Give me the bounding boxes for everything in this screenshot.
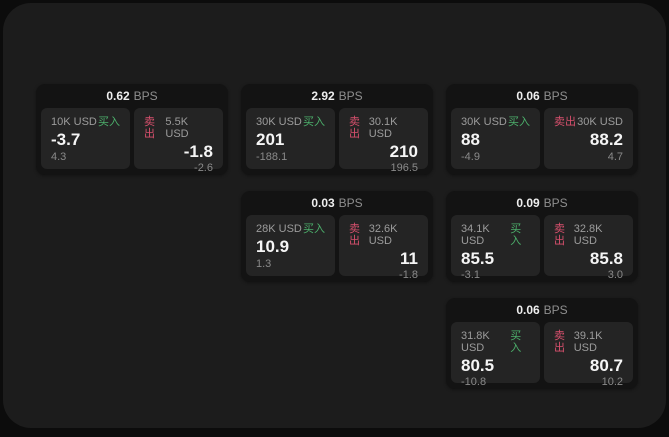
sell-side-label: 卖出 bbox=[554, 330, 565, 354]
buy-side-label: 买入 bbox=[98, 116, 120, 128]
buy-price: 201 bbox=[256, 130, 285, 149]
sell-side-label: 卖出 bbox=[349, 116, 360, 140]
sell-price: 88.2 bbox=[589, 130, 623, 149]
bps-unit-label: BPS bbox=[543, 89, 568, 103]
sell-price: -1.8 bbox=[183, 142, 213, 161]
buy-cell[interactable]: 30K USD 买入 201 -188.1 bbox=[246, 108, 335, 169]
buy-cell[interactable]: 28K USD 买入 10.9 1.3 bbox=[246, 215, 335, 276]
sell-amount: 39.1K USD bbox=[573, 330, 603, 354]
bps-value: 0.06 bbox=[516, 303, 540, 317]
bps-header: 0.62 BPS bbox=[36, 84, 228, 108]
bps-header: 0.03 BPS bbox=[241, 191, 433, 215]
main-surface: 0.62 BPS 10K USD 买入 -3.7 4.3 卖出 5.5K USD… bbox=[3, 3, 666, 428]
buy-cell[interactable]: 10K USD 买入 -3.7 4.3 bbox=[41, 108, 130, 169]
buy-sub-value: -188.1 bbox=[256, 151, 288, 163]
sell-side-label: 卖出 bbox=[554, 116, 576, 128]
sell-sub-value: -2.6 bbox=[194, 162, 213, 174]
buy-side-label: 买入 bbox=[510, 330, 522, 354]
buy-amount: 34.1K USD bbox=[461, 223, 490, 247]
buy-amount: 30K USD bbox=[461, 116, 507, 128]
sell-cell[interactable]: 卖出 32.8K USD 85.8 3.0 bbox=[544, 215, 633, 281]
buy-sub-value: 1.3 bbox=[256, 258, 272, 270]
sell-side-label: 卖出 bbox=[554, 223, 565, 247]
sell-cell[interactable]: 卖出 39.1K USD 80.7 10.2 bbox=[544, 322, 633, 388]
bps-header: 0.06 BPS bbox=[446, 84, 638, 108]
sell-amount: 30K USD bbox=[577, 116, 623, 128]
trade-card: 0.03 BPS 28K USD 买入 10.9 1.3 卖出 32.6K US… bbox=[241, 191, 433, 282]
sell-cell[interactable]: 卖出 30K USD 88.2 4.7 bbox=[544, 108, 633, 169]
bps-unit-label: BPS bbox=[338, 196, 363, 210]
buy-sub-value: 4.3 bbox=[51, 151, 67, 163]
trade-card: 2.92 BPS 30K USD 买入 201 -188.1 卖出 30.1K … bbox=[241, 84, 433, 175]
bps-value: 0.06 bbox=[516, 89, 540, 103]
buy-price: 10.9 bbox=[256, 237, 290, 256]
bps-value: 0.03 bbox=[311, 196, 335, 210]
bps-header: 2.92 BPS bbox=[241, 84, 433, 108]
buy-cell[interactable]: 30K USD 买入 88 -4.9 bbox=[451, 108, 540, 169]
buy-sub-value: -3.1 bbox=[461, 269, 480, 281]
buy-price: 80.5 bbox=[461, 356, 495, 375]
buy-amount: 30K USD bbox=[256, 116, 302, 128]
bps-header: 0.06 BPS bbox=[446, 298, 638, 322]
trade-card: 0.62 BPS 10K USD 买入 -3.7 4.3 卖出 5.5K USD… bbox=[36, 84, 228, 175]
buy-sub-value: -4.9 bbox=[461, 151, 480, 163]
bps-unit-label: BPS bbox=[133, 89, 158, 103]
sell-price: 80.7 bbox=[589, 356, 623, 375]
buy-amount: 28K USD bbox=[256, 223, 302, 235]
buy-side-label: 买入 bbox=[303, 223, 325, 235]
buy-price: -3.7 bbox=[51, 130, 81, 149]
buy-side-label: 买入 bbox=[303, 116, 325, 128]
sell-amount: 32.8K USD bbox=[573, 223, 603, 247]
sell-cell[interactable]: 卖出 5.5K USD -1.8 -2.6 bbox=[134, 108, 223, 174]
buy-side-label: 买入 bbox=[510, 223, 522, 247]
trade-card: 0.09 BPS 34.1K USD 买入 85.5 -3.1 卖出 32.8K… bbox=[446, 191, 638, 282]
buy-sub-value: -10.8 bbox=[461, 376, 487, 388]
bps-value: 0.62 bbox=[106, 89, 130, 103]
sell-price: 11 bbox=[400, 249, 418, 268]
bps-header: 0.09 BPS bbox=[446, 191, 638, 215]
sell-sub-value: 3.0 bbox=[607, 269, 623, 281]
sell-price: 210 bbox=[389, 142, 418, 161]
sell-cell[interactable]: 卖出 32.6K USD 11 -1.8 bbox=[339, 215, 428, 281]
bps-unit-label: BPS bbox=[338, 89, 363, 103]
bps-unit-label: BPS bbox=[543, 303, 568, 317]
bps-unit-label: BPS bbox=[543, 196, 568, 210]
bps-value: 0.09 bbox=[516, 196, 540, 210]
sell-amount: 5.5K USD bbox=[165, 116, 189, 140]
buy-cell[interactable]: 31.8K USD 买入 80.5 -10.8 bbox=[451, 322, 540, 388]
trade-card: 0.06 BPS 31.8K USD 买入 80.5 -10.8 卖出 39.1… bbox=[446, 298, 638, 389]
sell-price: 85.8 bbox=[589, 249, 623, 268]
buy-price: 88 bbox=[461, 130, 480, 149]
sell-sub-value: 10.2 bbox=[601, 376, 623, 388]
sell-cell[interactable]: 卖出 30.1K USD 210 196.5 bbox=[339, 108, 428, 174]
bps-value: 2.92 bbox=[311, 89, 335, 103]
trade-card: 0.06 BPS 30K USD 买入 88 -4.9 卖出 30K USD 8… bbox=[446, 84, 638, 175]
sell-sub-value: 4.7 bbox=[607, 151, 623, 163]
buy-price: 85.5 bbox=[461, 249, 495, 268]
buy-amount: 10K USD bbox=[51, 116, 97, 128]
sell-sub-value: -1.8 bbox=[399, 269, 418, 281]
buy-side-label: 买入 bbox=[508, 116, 530, 128]
sell-amount: 30.1K USD bbox=[368, 116, 398, 140]
buy-amount: 31.8K USD bbox=[461, 330, 490, 354]
sell-side-label: 卖出 bbox=[349, 223, 360, 247]
buy-cell[interactable]: 34.1K USD 买入 85.5 -3.1 bbox=[451, 215, 540, 281]
sell-amount: 32.6K USD bbox=[368, 223, 398, 247]
sell-side-label: 卖出 bbox=[144, 116, 155, 140]
sell-sub-value: 196.5 bbox=[390, 162, 418, 174]
